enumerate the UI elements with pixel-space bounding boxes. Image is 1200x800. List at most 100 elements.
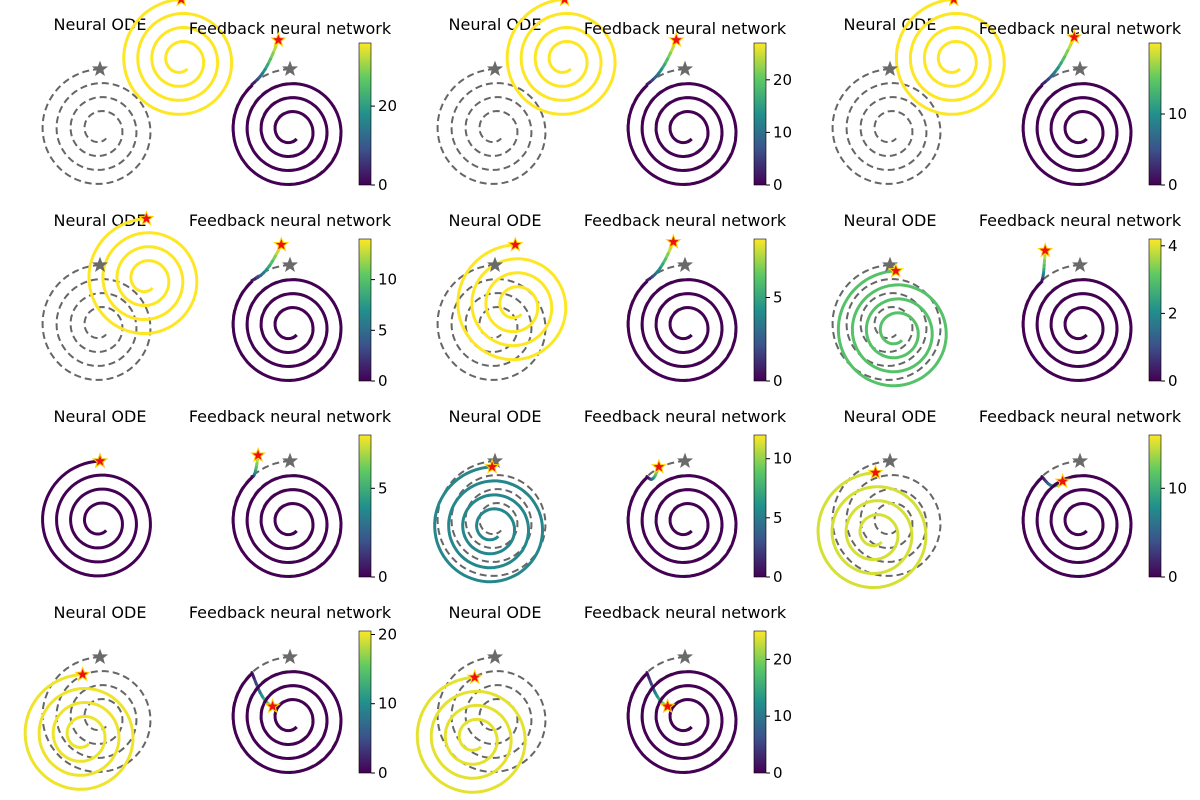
ode-reference-start-star bbox=[486, 648, 504, 664]
ode-reference-trajectory bbox=[831, 264, 942, 381]
ode-prediction-start-star bbox=[559, 0, 570, 7]
ode-predicted-trajectory bbox=[23, 673, 135, 791]
ode-predicted-trajectory bbox=[894, 0, 1006, 116]
fb-prediction-start-star bbox=[659, 697, 676, 714]
ode-prediction-start-star bbox=[887, 262, 904, 278]
ode-reference-trajectory bbox=[436, 264, 547, 381]
colorbar bbox=[753, 42, 767, 186]
fb-panel-title: Feedback neural network bbox=[189, 407, 392, 426]
ode-predicted-trajectory bbox=[836, 269, 948, 388]
ode-reference-start-star bbox=[486, 452, 504, 468]
fb-prediction-start-star bbox=[1066, 28, 1083, 45]
ode-predicted-trajectory bbox=[415, 675, 527, 794]
colorbar-tick-label: 0 bbox=[773, 372, 783, 390]
colorbar-tick-label: 0 bbox=[378, 176, 388, 194]
ode-panel-title: Neural ODE bbox=[449, 603, 542, 622]
colorbar-tick-label: 20 bbox=[378, 626, 397, 644]
ode-reference-start-star bbox=[881, 60, 899, 76]
ode-predicted-trajectory bbox=[505, 0, 617, 116]
fb-prediction-start-star bbox=[264, 697, 281, 714]
fb-predicted-trajectory bbox=[1021, 474, 1133, 579]
ode-prediction-start-star bbox=[484, 458, 501, 474]
ode-panel-title: Neural ODE bbox=[844, 407, 937, 426]
colorbar bbox=[358, 238, 372, 382]
ode-panel-title: Neural ODE bbox=[449, 407, 542, 426]
fb-reference-start-star bbox=[676, 256, 694, 272]
fb-predicted-trajectory bbox=[231, 82, 343, 187]
fb-transient-segment bbox=[250, 80, 257, 86]
colorbar-tick-label: 10 bbox=[1168, 479, 1187, 497]
ode-predicted-trajectory bbox=[433, 465, 544, 584]
fb-prediction-start-star bbox=[668, 31, 685, 47]
fb-predicted-trajectory bbox=[626, 474, 738, 579]
colorbar bbox=[753, 238, 767, 382]
ode-reference-trajectory bbox=[41, 264, 152, 381]
ode-predicted-trajectory bbox=[41, 459, 152, 578]
fb-prediction-start-star bbox=[273, 236, 290, 252]
colorbar-tick-label: 0 bbox=[1168, 372, 1178, 390]
ode-reference-trajectory bbox=[831, 68, 942, 185]
colorbar bbox=[358, 42, 372, 186]
colorbar-tick-label: 20 bbox=[378, 97, 397, 115]
ode-reference-start-star bbox=[91, 648, 109, 664]
fb-reference-start-star bbox=[281, 60, 299, 76]
ode-reference-trajectory bbox=[436, 460, 547, 577]
colorbar bbox=[358, 434, 372, 578]
fb-panel-title: Feedback neural network bbox=[584, 603, 787, 622]
fb-prediction-start-star bbox=[650, 458, 667, 474]
ode-prediction-start-star bbox=[74, 666, 91, 682]
fb-predicted-trajectory bbox=[626, 82, 738, 187]
ode-prediction-start-star bbox=[948, 0, 959, 7]
colorbar-tick-label: 2 bbox=[1168, 304, 1178, 322]
colorbar-tick-label: 0 bbox=[773, 764, 783, 782]
colorbar-tick-label: 0 bbox=[378, 764, 388, 782]
ode-reference-trajectory bbox=[41, 656, 152, 773]
fb-panel-title: Feedback neural network bbox=[584, 407, 787, 426]
fb-prediction-start-star bbox=[250, 446, 267, 463]
ode-prediction-start-star bbox=[507, 236, 524, 252]
fb-reference-start-star bbox=[1071, 452, 1089, 468]
fb-panel-title: Feedback neural network bbox=[584, 19, 787, 38]
colorbar bbox=[358, 630, 372, 774]
ode-panel-title: Neural ODE bbox=[844, 211, 937, 230]
colorbar-tick-label: 5 bbox=[773, 289, 783, 307]
fb-panel-title: Feedback neural network bbox=[979, 211, 1182, 230]
ode-prediction-start-star bbox=[91, 452, 109, 468]
ode-reference-start-star bbox=[881, 452, 899, 468]
ode-reference-start-star bbox=[91, 256, 109, 272]
fb-predicted-trajectory bbox=[1021, 278, 1133, 383]
colorbar-tick-label: 10 bbox=[773, 450, 792, 468]
ode-reference-start-star bbox=[486, 256, 504, 272]
fb-panel-title: Feedback neural network bbox=[189, 211, 392, 230]
fb-reference-start-star bbox=[676, 452, 694, 468]
fb-predicted-trajectory bbox=[231, 474, 343, 579]
fb-panel-title: Feedback neural network bbox=[979, 407, 1182, 426]
colorbar-tick-label: 5 bbox=[773, 509, 783, 527]
ode-predicted-trajectory bbox=[87, 217, 199, 335]
colorbar bbox=[1148, 434, 1162, 578]
fb-prediction-start-star bbox=[1037, 242, 1054, 258]
fb-reference-start-star bbox=[1071, 256, 1089, 272]
fb-predicted-trajectory bbox=[1021, 82, 1133, 187]
fb-reference-start-star bbox=[676, 60, 694, 76]
fb-predicted-trajectory bbox=[626, 278, 738, 383]
subplot-grid: Neural ODE Feedback neural network020Neur… bbox=[23, 0, 1187, 794]
colorbar-tick-label: 0 bbox=[378, 568, 388, 586]
colorbar-tick-label: 0 bbox=[1168, 176, 1178, 194]
fb-reference-start-star bbox=[676, 648, 694, 664]
fb-predicted-trajectory bbox=[231, 670, 343, 775]
ode-reference-start-star bbox=[881, 256, 899, 272]
fb-transient-segment bbox=[250, 277, 257, 282]
ode-prediction-start-star bbox=[176, 0, 187, 7]
fb-panel-title: Feedback neural network bbox=[189, 603, 392, 622]
ode-reference-start-star bbox=[486, 60, 504, 76]
fb-panel-title: Feedback neural network bbox=[979, 19, 1182, 38]
colorbar-tick-label: 10 bbox=[378, 695, 397, 713]
colorbar-tick-label: 0 bbox=[378, 372, 388, 390]
colorbar-tick-label: 5 bbox=[378, 321, 388, 339]
ode-reference-trajectory bbox=[436, 656, 547, 773]
fb-prediction-start-star bbox=[665, 233, 682, 249]
fb-panel-title: Feedback neural network bbox=[189, 19, 392, 38]
fb-reference-start-star bbox=[281, 648, 299, 664]
